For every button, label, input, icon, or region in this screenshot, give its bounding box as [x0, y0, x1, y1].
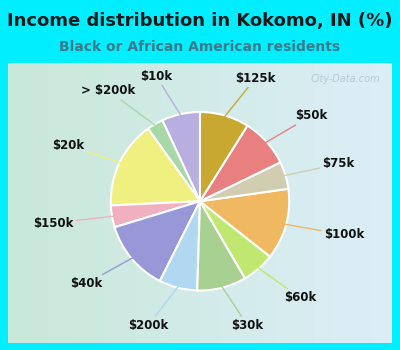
Wedge shape	[162, 112, 200, 201]
Wedge shape	[200, 112, 247, 201]
Text: Black or African American residents: Black or African American residents	[60, 40, 340, 54]
Text: $100k: $100k	[284, 224, 364, 241]
Wedge shape	[200, 126, 280, 201]
Text: $60k: $60k	[257, 267, 316, 304]
Text: $10k: $10k	[140, 70, 181, 116]
Wedge shape	[148, 120, 200, 201]
Text: $200k: $200k	[128, 286, 178, 332]
Wedge shape	[111, 129, 200, 205]
Text: Income distribution in Kokomo, IN (%): Income distribution in Kokomo, IN (%)	[7, 12, 393, 30]
Text: $125k: $125k	[224, 72, 276, 117]
Wedge shape	[200, 162, 288, 201]
Text: $150k: $150k	[33, 216, 114, 230]
Text: $75k: $75k	[284, 158, 355, 176]
Wedge shape	[200, 189, 289, 257]
Text: $50k: $50k	[265, 109, 328, 143]
Wedge shape	[160, 201, 200, 290]
Wedge shape	[111, 201, 200, 227]
Wedge shape	[115, 201, 200, 281]
Text: > $200k: > $200k	[81, 84, 156, 126]
Text: $40k: $40k	[70, 258, 133, 290]
Wedge shape	[197, 201, 245, 290]
Wedge shape	[200, 201, 270, 278]
Text: $30k: $30k	[222, 286, 264, 332]
Text: $20k: $20k	[52, 139, 121, 163]
Text: City-Data.com: City-Data.com	[311, 74, 380, 84]
